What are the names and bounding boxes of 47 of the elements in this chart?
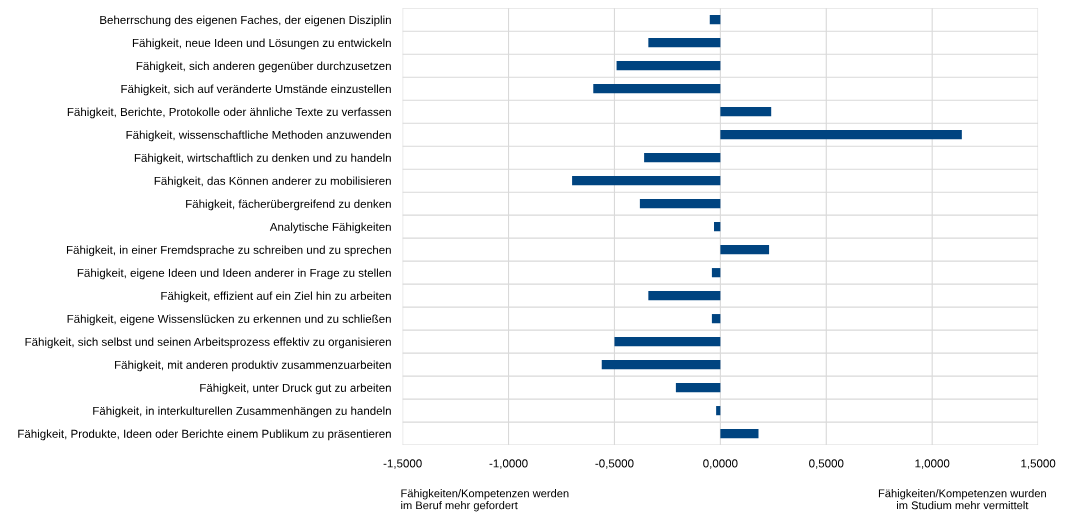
x-tick-label: -1,5000: [383, 459, 422, 469]
x-tick-label: -0,5000: [595, 459, 634, 469]
bar: [720, 245, 770, 255]
y-tick-label: Fähigkeit, wissenschaftliche Methoden anzuwenden: [126, 130, 391, 142]
bar: [714, 222, 721, 232]
y-tick-label: Fähigkeit, mit anderen produktiv zusammenzuarbeiten: [115, 360, 391, 372]
x-tick-label: 1,5000: [1021, 459, 1056, 469]
bar: [720, 107, 772, 117]
y-tick-label: Fähigkeit, sich anderen gegenüber durchzusetzen: [136, 61, 391, 73]
x-tick-label: 0,5000: [809, 459, 844, 469]
bar: [644, 153, 721, 163]
y-tick-label: Fähigkeit, sich selbst und seinen Arbeitsprozess effektiv zu organisieren: [25, 337, 391, 349]
y-tick-label: Fähigkeit, in einer Fremdsprache zu schreiben und zu sprechen: [66, 245, 391, 257]
y-tick-label: Fähigkeit, das Können anderer zu mobilisieren: [154, 176, 391, 188]
bar: [616, 61, 721, 71]
bar: [639, 199, 721, 209]
bar: [711, 314, 721, 324]
y-tick-label: Fähigkeit, fächerübergreifend zu denken: [186, 199, 391, 211]
x-tick-label: 1,0000: [915, 459, 950, 469]
y-tick-label: Fähigkeit, Produkte, Ideen oder Berichte einem Publikum zu präsentieren: [18, 429, 391, 441]
bar: [648, 38, 721, 48]
bar: [720, 130, 962, 140]
y-tick-label: Analytische Fähigkeiten: [269, 222, 391, 234]
bar: [709, 15, 721, 25]
y-tick-label: Fähigkeit, unter Druck gut zu arbeiten: [200, 383, 391, 395]
bar: [711, 268, 721, 278]
text: Fähigkeiten/Kompetenzen werden im Beruf mehr gefordert: [401, 489, 569, 512]
y-tick-label: Beherrschung des eigenen Faches, der eigenen Disziplin: [100, 15, 391, 27]
y-tick-label: Fähigkeit, neue Ideen und Lösungen zu entwickeln: [132, 38, 391, 50]
bar: [720, 429, 759, 439]
x-tick-label: -1,0000: [489, 459, 528, 469]
bar: [593, 84, 721, 94]
y-tick-label: Fähigkeit, wirtschaftlich zu denken und zu handeln: [134, 153, 391, 165]
bar: [675, 383, 721, 393]
y-tick-label: Fähigkeit, in interkulturellen Zusammenhängen zu handeln: [93, 406, 391, 418]
bar: [601, 360, 721, 370]
y-tick-label: Fähigkeit, effizient auf ein Ziel hin zu arbeiten: [161, 291, 391, 303]
y-tick-label: Fähigkeit, sich auf veränderte Umstände einzustellen: [121, 84, 391, 96]
text: Fähigkeiten/Kompetenzen wurden im Studium mehr vermittelt: [878, 489, 1046, 510]
y-tick-label: Fähigkeit, Berichte, Protokolle oder ähnliche Texte zu verfassen: [67, 107, 391, 119]
bar: [614, 337, 721, 347]
bar: [572, 176, 721, 186]
bar: [716, 406, 721, 416]
y-tick-label: Fähigkeit, eigene Wissenslücken zu erkennen und zu schließen: [67, 314, 391, 326]
bar: [648, 291, 721, 301]
x-tick-label: 0,0000: [703, 459, 738, 469]
y-tick-label: Fähigkeit, eigene Ideen und Ideen anderer in Frage zu stellen: [77, 268, 391, 280]
